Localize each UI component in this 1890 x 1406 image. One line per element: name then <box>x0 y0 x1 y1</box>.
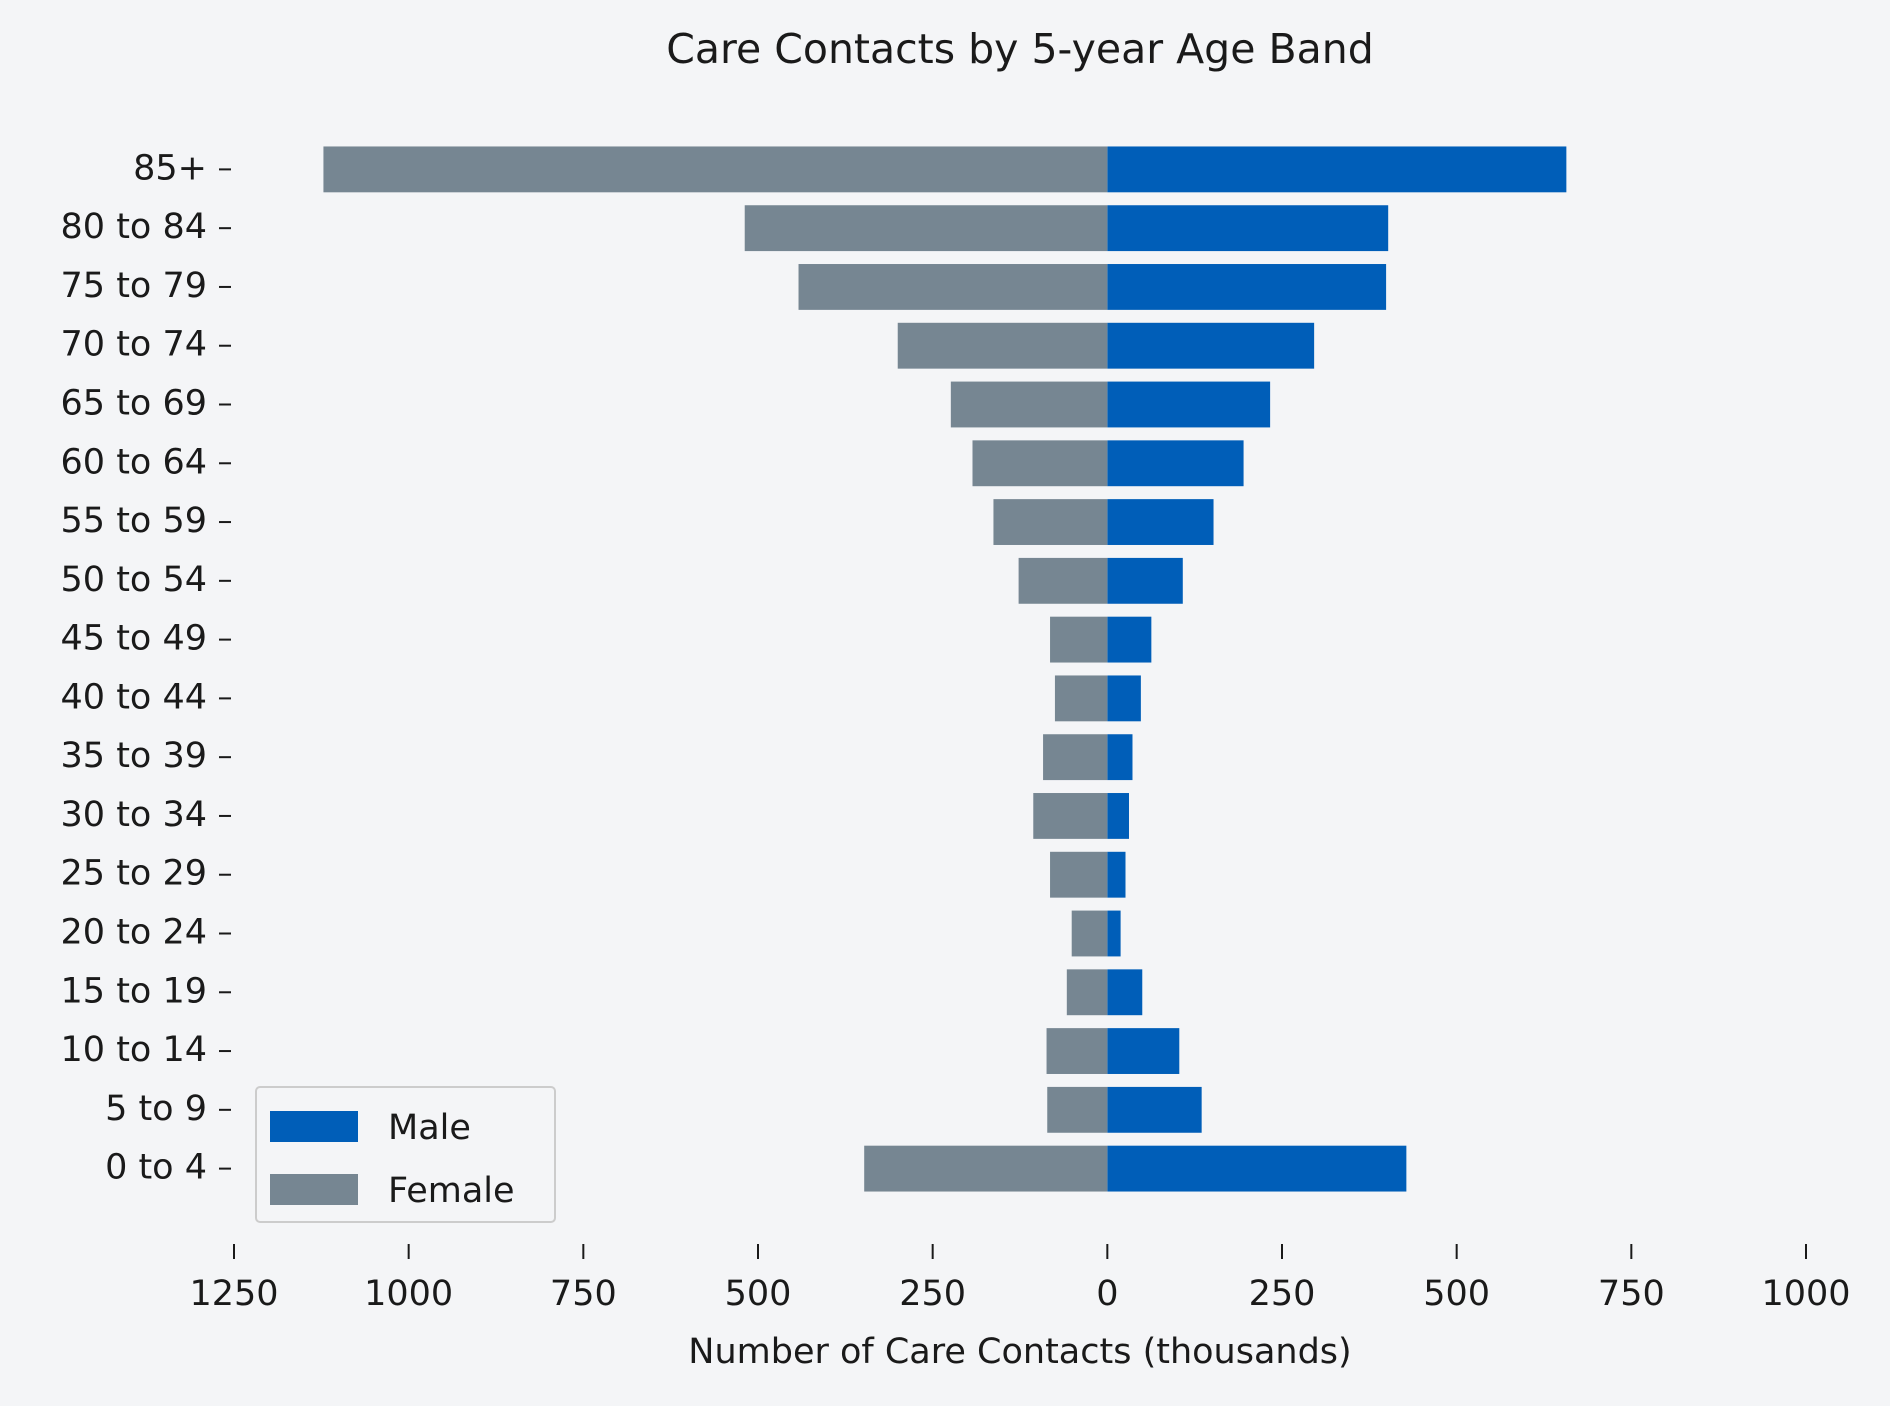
x-tick-label: 0 <box>1096 1274 1118 1314</box>
bar <box>1107 264 1387 310</box>
x-tick-label: 1250 <box>189 1274 278 1314</box>
bar <box>1046 1028 1108 1074</box>
x-tick-label: 750 <box>550 1274 617 1314</box>
chart-title: Care Contacts by 5-year Age Band <box>666 25 1373 73</box>
x-tick-label: 750 <box>1598 1274 1665 1314</box>
bar <box>1018 557 1108 604</box>
bar <box>1107 734 1133 781</box>
bar <box>1107 322 1315 369</box>
y-tick-label: 20 to 24 <box>61 913 207 953</box>
bar <box>1107 675 1141 722</box>
y-tick-label: 35 to 39 <box>61 736 207 776</box>
y-tick-label: 0 to 4 <box>105 1148 207 1188</box>
legend-swatch <box>270 1174 358 1205</box>
y-tick-label: 40 to 44 <box>61 677 207 717</box>
bar <box>1071 910 1108 957</box>
bar <box>864 1145 1108 1192</box>
x-tick-label: 500 <box>725 1274 792 1314</box>
bar <box>1107 1086 1202 1133</box>
bar <box>1054 675 1108 722</box>
bar <box>1107 910 1121 957</box>
bar <box>1107 205 1389 252</box>
y-tick-label: 15 to 19 <box>61 971 207 1011</box>
bar <box>1107 969 1143 1016</box>
bar <box>1066 969 1108 1016</box>
bar <box>1107 557 1183 604</box>
bar <box>897 322 1108 369</box>
legend: Male Female <box>255 1086 556 1223</box>
bar <box>1107 616 1152 663</box>
y-tick-label: 45 to 49 <box>61 619 207 659</box>
y-tick-label: 25 to 29 <box>61 854 207 894</box>
y-tick-label: 85+ <box>133 148 207 188</box>
bar <box>1107 146 1567 193</box>
legend-label: Male <box>388 1108 471 1148</box>
bar <box>1107 499 1214 545</box>
bar <box>1047 1086 1108 1133</box>
bar <box>1107 440 1244 487</box>
y-tick-label: 5 to 9 <box>105 1089 207 1129</box>
x-tick-label: 250 <box>899 1274 966 1314</box>
bar <box>1107 381 1271 428</box>
y-tick-label: 75 to 79 <box>61 266 207 306</box>
y-tick-label: 30 to 34 <box>61 795 207 835</box>
bar <box>1043 734 1108 781</box>
x-tick-label: 1000 <box>1761 1274 1850 1314</box>
bar <box>1107 1028 1180 1074</box>
bar <box>1107 793 1129 839</box>
bar <box>323 146 1108 193</box>
bar <box>1050 616 1108 663</box>
bar <box>1050 851 1108 898</box>
bar <box>1033 793 1108 839</box>
y-tick-label: 10 to 14 <box>61 1030 207 1070</box>
x-tick-label: 500 <box>1423 1274 1490 1314</box>
y-tick-label: 50 to 54 <box>61 560 207 600</box>
bar <box>1107 851 1126 898</box>
bar <box>972 440 1108 487</box>
x-axis-label: Number of Care Contacts (thousands) <box>688 1332 1351 1372</box>
y-tick-label: 70 to 74 <box>61 325 207 365</box>
y-tick-label: 60 to 64 <box>61 442 207 482</box>
bar <box>744 205 1108 252</box>
y-tick-label: 55 to 59 <box>61 501 207 541</box>
bar <box>993 499 1108 545</box>
bar <box>950 381 1108 428</box>
legend-label: Female <box>388 1171 515 1211</box>
y-tick-label: 65 to 69 <box>61 384 207 424</box>
legend-swatch <box>270 1111 358 1142</box>
x-tick-label: 1000 <box>364 1274 453 1314</box>
y-tick-label: 80 to 84 <box>61 207 207 247</box>
bar <box>1107 1145 1407 1192</box>
bar <box>798 264 1108 310</box>
x-tick-label: 250 <box>1249 1274 1316 1314</box>
